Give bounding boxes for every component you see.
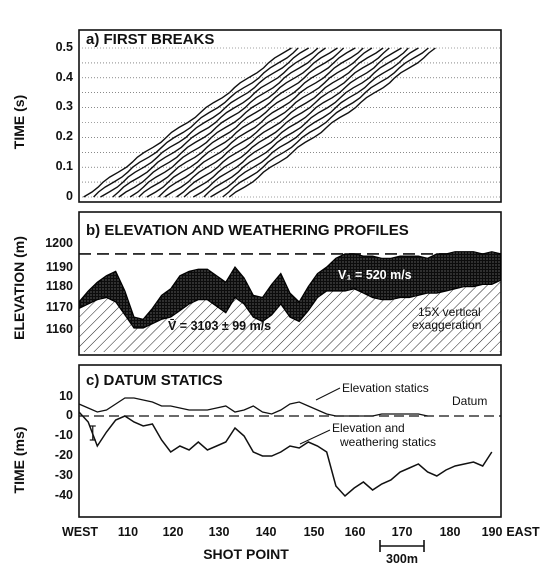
combined-statics-line [79, 411, 493, 498]
panel-c-frame [78, 364, 502, 518]
panel-b-profile [79, 251, 501, 352]
scale-bar: 300m [379, 540, 425, 566]
bedrock-hatch [79, 280, 501, 352]
panel-c-title: c) DATUM STATICS [86, 372, 223, 389]
panel-b-yticks: 1200 1190 1180 1170 1160 [45, 236, 73, 336]
first-break-curve [93, 47, 299, 198]
x-tick-west: WEST [62, 525, 98, 539]
panel-a-frame [78, 29, 502, 203]
first-break-curve [183, 47, 390, 198]
panel-elevation-profiles: b) ELEVATION AND WEATHERING PROFILES ELE… [11, 211, 502, 356]
first-break-curve [176, 47, 384, 198]
panel-a-yticks: 0.5 0.4 0.3 0.2 0.1 0 [56, 40, 73, 203]
first-break-curve [146, 47, 356, 198]
panel-a-ytick: 0 [66, 189, 73, 203]
panel-a-ytick: 0.3 [56, 99, 73, 113]
panel-a-ytick: 0.5 [56, 40, 73, 54]
panel-c-ytick: -20 [55, 448, 73, 462]
panel-c-yticks: 10 0 -10 -20 -30 -40 [55, 389, 73, 502]
first-break-curve [158, 47, 364, 198]
panel-a-first-break-curves [83, 47, 436, 198]
x-tick: 120 [163, 525, 184, 539]
panel-b-ytick: 1200 [45, 236, 73, 250]
first-break-curve [210, 47, 419, 198]
panel-c-statics [79, 397, 501, 498]
first-break-curve [83, 47, 292, 198]
error-bar [89, 425, 96, 441]
x-tick: 180 [440, 525, 461, 539]
x-axis-label: SHOT POINT [203, 546, 289, 562]
panel-b-ytick: 1170 [46, 300, 73, 314]
x-tick: 110 [118, 525, 138, 539]
panel-c-ytick: 0 [66, 408, 73, 422]
x-tick: 130 [209, 525, 230, 539]
panel-c-ytick: -10 [55, 428, 73, 442]
first-break-curve [112, 47, 319, 198]
combined-statics-leader [299, 429, 331, 445]
panel-b-ytick: 1180 [46, 279, 73, 293]
x-tick-east: EAST [506, 525, 540, 539]
panel-a-ytick: 0.2 [56, 129, 73, 143]
panel-datum-statics: c) DATUM STATICS TIME (ms) 10 0 -10 -20 … [11, 364, 502, 518]
first-break-curve [192, 47, 402, 198]
bedrock-velocity-label: V̄ = 3103 ± 99 m/s [168, 319, 271, 333]
x-tick: 170 [392, 525, 413, 539]
elevation-statics-label: Elevation statics [342, 381, 429, 395]
combined-statics-label-line2: weathering statics [339, 435, 436, 449]
panel-c-ylabel: TIME (ms) [11, 427, 27, 494]
first-break-curve [228, 47, 436, 198]
elevation-statics-leader [315, 387, 341, 401]
combined-statics-label-line1: Elevation and [332, 421, 405, 435]
first-break-curve [129, 47, 338, 198]
scale-bar-label: 300m [386, 552, 418, 566]
x-tick: 160 [345, 525, 366, 539]
first-break-curve [222, 47, 429, 198]
first-break-curve [203, 47, 409, 198]
x-tick: 190 [482, 525, 503, 539]
panel-a-ylabel: TIME (s) [11, 95, 27, 149]
weathered-layer [79, 251, 501, 329]
x-axis-ticks: WEST 110 120 130 140 150 160 170 180 190… [62, 525, 540, 539]
panel-b-ytick: 1190 [46, 260, 73, 274]
panel-a-title: a) FIRST BREAKS [86, 31, 214, 48]
first-break-curve [138, 47, 345, 198]
panel-first-breaks: a) FIRST BREAKS TIME (s) 0.5 0.4 0.3 0.2… [11, 29, 502, 203]
panel-a-ytick: 0.4 [56, 70, 73, 84]
panel-b-ytick: 1160 [46, 322, 73, 336]
panel-c-ytick: 10 [59, 389, 73, 403]
datum-label: Datum [452, 394, 487, 408]
x-tick: 150 [304, 525, 325, 539]
panel-c-ytick: -30 [55, 468, 73, 482]
first-break-curve [164, 47, 373, 198]
weathering-velocity-label: V₁ = 520 m/s [338, 268, 412, 282]
x-tick: 140 [256, 525, 277, 539]
first-break-curve [118, 47, 326, 198]
panel-b-title: b) ELEVATION AND WEATHERING PROFILES [86, 222, 409, 239]
exaggeration-label-line2: exaggeration [412, 318, 481, 332]
first-break-curve [100, 47, 310, 198]
panel-b-ylabel: ELEVATION (m) [11, 236, 27, 340]
elevation-statics-line [79, 397, 428, 417]
panel-a-ytick: 0.1 [56, 159, 73, 173]
exaggeration-label-line1: 15X vertical [418, 305, 481, 319]
panel-c-ytick: -40 [55, 488, 73, 502]
